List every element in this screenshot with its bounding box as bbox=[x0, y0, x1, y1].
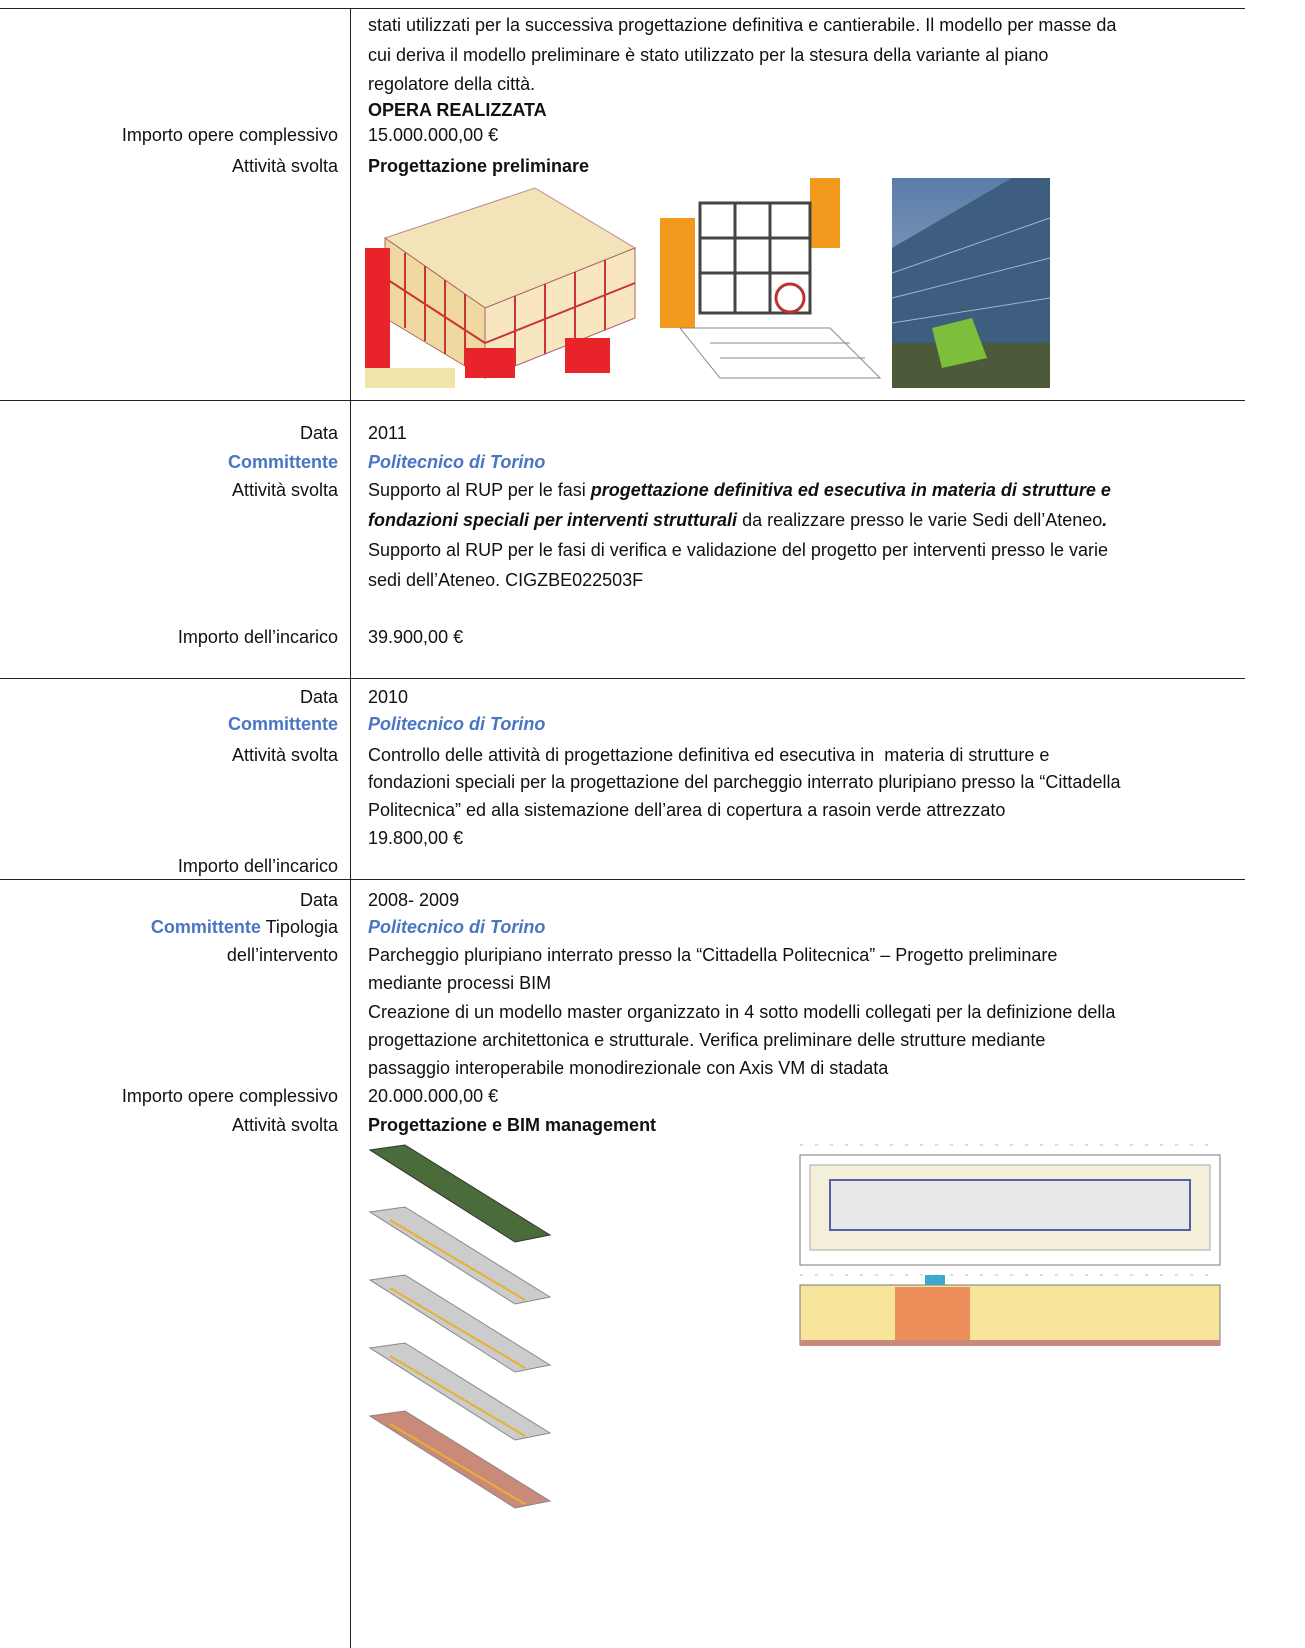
text-segment: . bbox=[1102, 510, 1108, 530]
content-line: Controllo delle attività di progettazion… bbox=[368, 745, 1050, 765]
content-line: Politecnico di Torino bbox=[368, 916, 545, 938]
content-line: 19.800,00 € bbox=[368, 828, 464, 848]
label-text: Data bbox=[299, 687, 338, 707]
text-segment: Progettazione preliminare bbox=[368, 156, 590, 176]
content-line: Parcheggio pluripiano interrato presso l… bbox=[368, 945, 1058, 965]
label-text: Attività svolta bbox=[231, 156, 338, 176]
content-line: Politecnico di Torino bbox=[368, 713, 545, 735]
content-line: cui deriva il modello preliminare è stat… bbox=[368, 45, 1049, 65]
content-line: fondazioni speciali per interventi strut… bbox=[368, 509, 1107, 531]
label-text: Tipologia bbox=[265, 917, 338, 937]
column-divider bbox=[350, 8, 351, 1648]
content-line: Creazione di un modello master organizza… bbox=[368, 1002, 1116, 1022]
field-label: Importo opere complessivo bbox=[122, 124, 338, 146]
content-line: progettazione architettonica e struttura… bbox=[368, 1030, 1046, 1050]
label-text: Attività svolta bbox=[231, 480, 338, 500]
field-label: Attività svolta bbox=[232, 744, 338, 766]
content-line: 2008- 2009 bbox=[368, 890, 460, 910]
label-text: Committente bbox=[227, 714, 338, 734]
label-text: Committente bbox=[150, 917, 261, 937]
label-text: Importo opere complessivo bbox=[121, 1086, 338, 1106]
field-label: Attività svolta bbox=[232, 155, 338, 177]
content-line: Supporto al RUP per le fasi di verifica … bbox=[368, 540, 1109, 560]
label-text: Importo dell’incarico bbox=[177, 856, 338, 876]
text-segment: OPERA REALIZZATA bbox=[368, 100, 547, 120]
field-label: Importo opere complessivo bbox=[122, 1085, 338, 1107]
model-image bbox=[368, 1144, 552, 1509]
content-line: Supporto al RUP per le fasi progettazion… bbox=[368, 479, 1111, 501]
model-image bbox=[365, 187, 637, 388]
content-line: 39.900,00 € bbox=[368, 627, 464, 647]
label-text: Data bbox=[299, 890, 338, 910]
rule bbox=[0, 879, 1245, 880]
text-segment: fondazioni speciali per interventi strut… bbox=[368, 510, 738, 530]
text-segment: Politecnico di Torino bbox=[368, 714, 546, 734]
field-label: Data bbox=[300, 422, 338, 444]
model-image bbox=[650, 178, 886, 390]
text-segment: Supporto al RUP per le fasi bbox=[368, 480, 591, 500]
content-line: sedi dell’Ateneo. CIGZBE022503F bbox=[368, 570, 644, 590]
field-label: Committente Tipologia bbox=[151, 916, 338, 938]
text-segment: da realizzare presso le varie Sedi dell’… bbox=[737, 510, 1103, 530]
field-label: Committente bbox=[228, 451, 338, 473]
rule bbox=[0, 8, 1245, 9]
field-label: Importo dell’incarico bbox=[178, 855, 338, 877]
field-label: Data bbox=[300, 889, 338, 911]
rule bbox=[0, 678, 1245, 679]
content-line: stati utilizzati per la successiva proge… bbox=[368, 15, 1117, 35]
content-line: 2011 bbox=[368, 423, 407, 443]
text-segment: Politecnico di Torino bbox=[368, 917, 546, 937]
field-label: dell’intervento bbox=[227, 944, 338, 966]
drawing-image bbox=[799, 1144, 1221, 1346]
text-segment: Politecnico di Torino bbox=[368, 452, 546, 472]
content-line: 20.000.000,00 € bbox=[368, 1086, 499, 1106]
content-line: 15.000.000,00 € bbox=[368, 125, 499, 145]
field-label: Data bbox=[300, 686, 338, 708]
field-label: Attività svolta bbox=[232, 479, 338, 501]
label-text: Importo opere complessivo bbox=[121, 125, 338, 145]
text-segment: Progettazione e BIM management bbox=[368, 1115, 657, 1135]
field-label: Committente bbox=[228, 713, 338, 735]
content-line: OPERA REALIZZATA bbox=[368, 99, 547, 121]
label-text: Importo dell’incarico bbox=[177, 627, 338, 647]
content-line: Progettazione preliminare bbox=[368, 155, 589, 177]
content-line: Progettazione e BIM management bbox=[368, 1114, 656, 1136]
label-text: Attività svolta bbox=[231, 745, 338, 765]
content-line: fondazioni speciali per la progettazione… bbox=[368, 772, 1121, 792]
rule bbox=[0, 400, 1245, 401]
content-line: Politecnica” ed alla sistemazione dell’a… bbox=[368, 800, 1006, 820]
content-line: passaggio interoperabile monodirezionale… bbox=[368, 1058, 889, 1078]
render-image bbox=[892, 178, 1050, 388]
content-line: Politecnico di Torino bbox=[368, 451, 545, 473]
field-label: Attività svolta bbox=[232, 1114, 338, 1136]
field-label: Importo dell’incarico bbox=[178, 626, 338, 648]
label-text: dell’intervento bbox=[226, 945, 338, 965]
content-line: 2010 bbox=[368, 687, 409, 707]
content-line: regolatore della città. bbox=[368, 74, 536, 94]
label-text: Committente bbox=[227, 452, 338, 472]
text-segment: progettazione definitiva ed esecutiva in… bbox=[590, 480, 1111, 500]
content-line: mediante processi BIM bbox=[368, 973, 552, 993]
label-text: Data bbox=[299, 423, 338, 443]
label-text: Attività svolta bbox=[231, 1115, 338, 1135]
